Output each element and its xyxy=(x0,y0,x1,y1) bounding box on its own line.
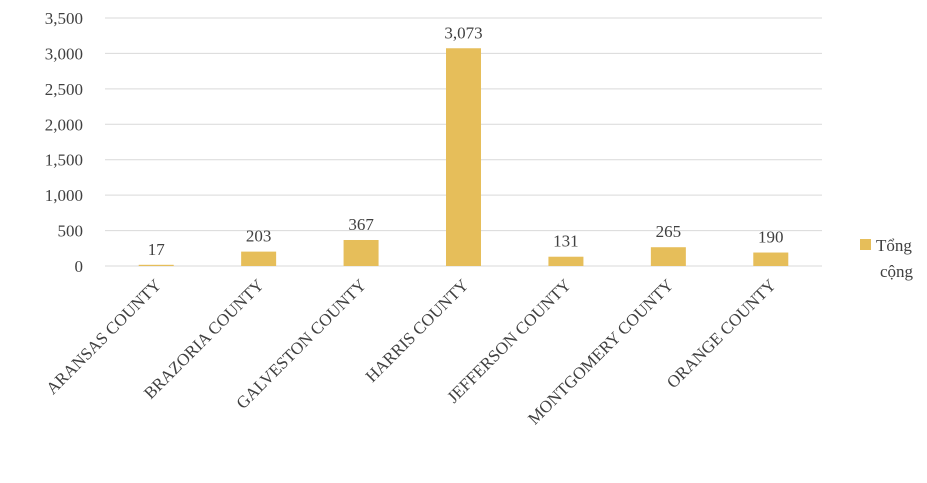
data-label: 265 xyxy=(656,222,682,241)
data-label: 131 xyxy=(553,232,579,251)
bar xyxy=(138,264,174,266)
legend: Tổng cộng xyxy=(860,236,914,281)
y-tick-label: 3,000 xyxy=(45,44,83,63)
bar xyxy=(241,251,277,266)
y-axis-ticks: 0 500 1,000 1,500 2,000 2,500 3,000 3,500 xyxy=(45,9,83,276)
y-tick-label: 0 xyxy=(75,257,84,276)
legend-label-line-1: Tổng xyxy=(876,236,912,255)
y-tick-label: 2,500 xyxy=(45,80,83,99)
data-label: 3,073 xyxy=(444,23,482,42)
x-category-label: HARRIS COUNTY xyxy=(362,275,473,386)
bar xyxy=(753,252,789,266)
y-tick-label: 3,500 xyxy=(45,9,83,28)
y-tick-label: 1,000 xyxy=(45,186,83,205)
data-label: 367 xyxy=(348,215,374,234)
bars xyxy=(138,48,789,267)
legend-swatch xyxy=(860,239,871,250)
data-labels: 17 203 367 3,073 131 265 190 xyxy=(148,23,784,259)
x-category-label: ARANSAS COUNTY xyxy=(42,275,165,398)
bar xyxy=(343,239,379,266)
data-label: 190 xyxy=(758,228,784,247)
bar xyxy=(650,247,686,266)
y-tick-label: 500 xyxy=(58,222,84,241)
bar xyxy=(548,256,584,266)
data-label: 17 xyxy=(148,240,166,259)
bar xyxy=(446,48,481,267)
x-category-label: ORANGE COUNTY xyxy=(663,275,780,392)
data-label: 203 xyxy=(246,227,272,246)
y-tick-label: 2,000 xyxy=(45,115,83,134)
legend-label-line-2: cộng xyxy=(880,262,914,281)
y-tick-label: 1,500 xyxy=(45,151,83,170)
